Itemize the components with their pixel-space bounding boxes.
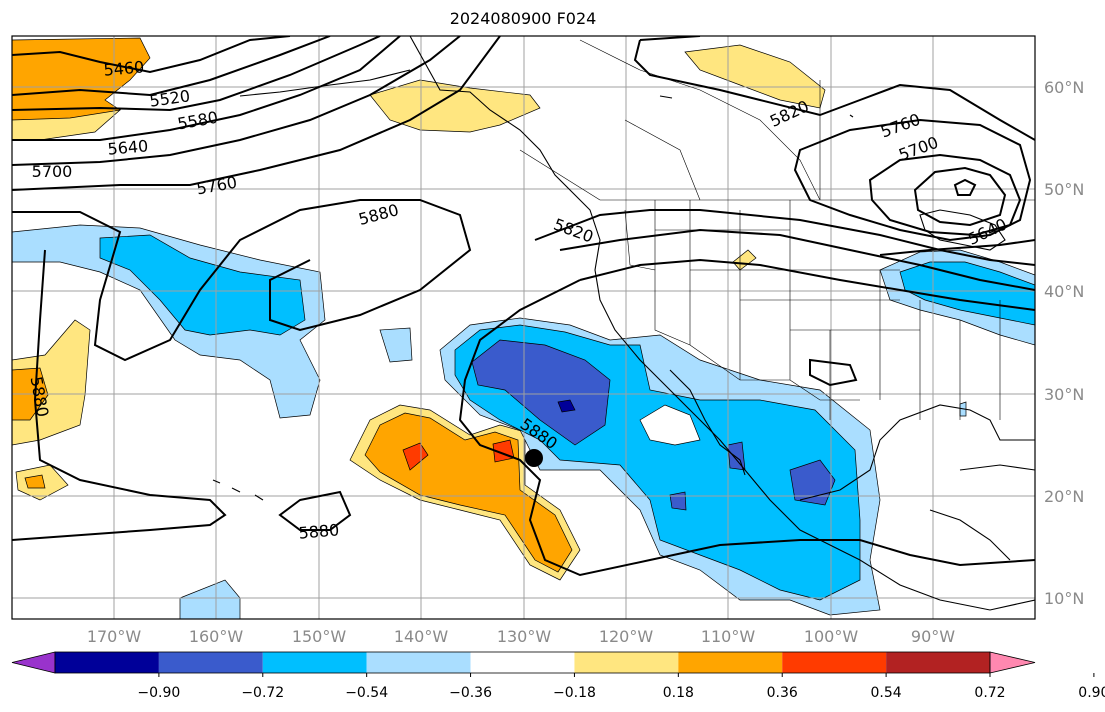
longitude-label: 160°W xyxy=(189,627,244,646)
latitude-label: 50°N xyxy=(1044,180,1084,199)
colorbar-segment xyxy=(886,652,990,673)
colorbar-tick-label: −0.18 xyxy=(553,685,596,701)
contour-label: 5880 xyxy=(356,200,400,229)
colorbar-tick-label: 0.72 xyxy=(974,685,1005,701)
political-borders xyxy=(519,39,1035,420)
latitude-label: 60°N xyxy=(1044,78,1084,97)
height-contours xyxy=(12,36,1035,577)
map-title: 2024080900 F024 xyxy=(449,9,597,28)
contour-label: 5700 xyxy=(896,133,941,165)
colorbar-tick-label: 0.36 xyxy=(767,685,798,701)
latitude-label: 10°N xyxy=(1044,589,1084,608)
colorbar-segment xyxy=(574,652,679,673)
coastlines xyxy=(212,36,1035,611)
colorbar-extend-low xyxy=(11,651,56,674)
colorbar-tick-label: 0.54 xyxy=(871,685,902,701)
contour-label: 5700 xyxy=(32,162,73,181)
negative-anomaly-area xyxy=(899,261,1035,326)
contour-label: 5760 xyxy=(195,173,238,199)
positive-anomaly-area xyxy=(24,474,46,489)
longitude-label: 90°W xyxy=(911,627,955,646)
colorbar-tick-label: 0.90 xyxy=(1078,685,1105,701)
negative-anomaly-area xyxy=(669,491,687,511)
colorbar-segment xyxy=(782,652,887,673)
contour-label: 5760 xyxy=(878,110,923,142)
colorbar: −0.90 −0.72 −0.54 −0.36 −0.18 0.18 0.36 0.54 0.7… xyxy=(11,651,1105,701)
negative-anomaly-area xyxy=(557,399,576,413)
colorbar-tick-label: 0.18 xyxy=(663,685,694,701)
contour-label: 5460 xyxy=(103,57,145,79)
colorbar-segment xyxy=(55,652,159,673)
colorbar-segment xyxy=(366,652,471,673)
latitude-label: 20°N xyxy=(1044,487,1084,506)
storm-position-marker xyxy=(525,449,543,467)
contour-label: 5580 xyxy=(176,108,219,134)
colorbar-tick-label: −0.90 xyxy=(137,685,180,701)
latitude-axis: 60°N 50°N 40°N 30°N 20°N 10°N xyxy=(1044,78,1084,608)
longitude-axis: 170°W 160°W 150°W 140°W 130°W 120°W 110°W 100°W… xyxy=(87,627,955,646)
colorbar-tick-label: −0.36 xyxy=(449,685,492,701)
map-frame xyxy=(11,35,1036,620)
colorbar-segment xyxy=(262,652,367,673)
contour-label: 5880 xyxy=(298,520,340,542)
longitude-label: 110°W xyxy=(701,627,756,646)
negative-anomaly-area xyxy=(179,579,241,619)
longitude-label: 130°W xyxy=(497,627,552,646)
colorbar-tick-label: −0.54 xyxy=(345,685,388,701)
negative-anomaly-area xyxy=(471,339,611,446)
colorbar-tick-label: −0.72 xyxy=(241,685,284,701)
longitude-label: 140°W xyxy=(394,627,449,646)
longitude-label: 100°W xyxy=(804,627,859,646)
colorbar-segment xyxy=(470,652,575,673)
longitude-label: 150°W xyxy=(292,627,347,646)
longitude-label: 120°W xyxy=(599,627,654,646)
latitude-label: 30°N xyxy=(1044,385,1084,404)
longitude-label: 170°W xyxy=(87,627,142,646)
positive-anomaly-area xyxy=(732,249,757,271)
negative-anomaly-area xyxy=(379,327,413,363)
colorbar-segment xyxy=(158,652,263,673)
contour-label: 5640 xyxy=(107,136,149,158)
positive-anomaly-area xyxy=(402,442,429,471)
negative-anomaly-area xyxy=(99,234,306,336)
positive-anomaly-area xyxy=(12,109,122,141)
negative-anomaly-area xyxy=(639,404,701,446)
colorbar-extend-high xyxy=(989,651,1036,674)
positive-anomaly-area xyxy=(369,79,541,133)
colorbar-segment xyxy=(678,652,783,673)
latitude-label: 40°N xyxy=(1044,282,1084,301)
graticule xyxy=(12,36,1035,619)
